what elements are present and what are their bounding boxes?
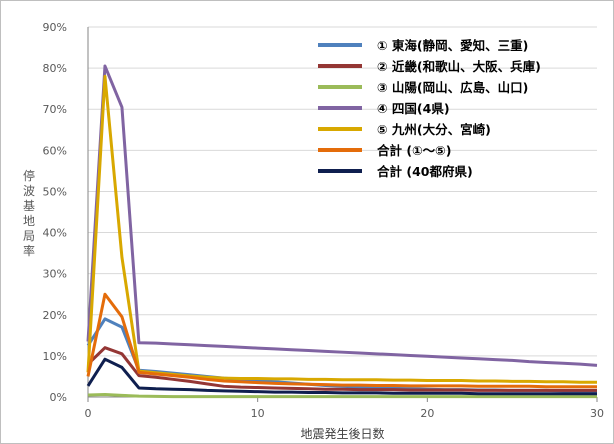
x-tick-label: 30 — [590, 407, 604, 420]
series-lines — [86, 64, 598, 399]
legend-label: ③ 山陽(岡山、広島、山口) — [377, 80, 528, 95]
legend-label: 合計 (①～⑤) — [377, 143, 451, 158]
series-line — [86, 346, 597, 392]
x-tick-label: 20 — [420, 407, 434, 420]
y-tick-label: 10% — [43, 350, 67, 363]
y-axis-label-char: 基 — [23, 199, 35, 213]
y-axis-label-char: 地 — [23, 214, 35, 228]
x-axis-ticks: 0 10 20 30 — [85, 397, 604, 420]
x-tick-label: 10 — [251, 407, 265, 420]
legend-label: ① 東海(静岡、愛知、三重) — [377, 38, 528, 53]
x-tick-label: 0 — [85, 407, 92, 420]
y-axis-label-char: 率 — [23, 243, 35, 258]
series-line — [87, 393, 597, 399]
y-tick-label: 20% — [43, 309, 67, 322]
y-axis-label-char: 停 — [23, 168, 35, 183]
y-tick-label: 90% — [43, 21, 67, 34]
series-line — [86, 292, 597, 389]
y-tick-label: 70% — [43, 103, 67, 116]
y-tick-label: 60% — [43, 144, 67, 157]
y-axis-label: 停波基地局率 — [23, 168, 35, 258]
series-line — [86, 357, 597, 396]
legend: ① 東海(静岡、愛知、三重) ② 近畿(和歌山、大阪、兵庫) ③ 山陽(岡山、広島、… — [318, 38, 541, 179]
legend-label: 合計 (40都府県) — [377, 164, 473, 179]
y-tick-label: 40% — [43, 227, 67, 240]
y-axis-label-char: 波 — [23, 184, 35, 198]
y-tick-label: 50% — [43, 185, 67, 198]
legend-label: ⑤ 九州(大分、宮崎) — [377, 122, 491, 137]
y-tick-label: 30% — [43, 268, 67, 281]
x-axis-label: 地震発生後日数 — [300, 426, 384, 441]
legend-label: ④ 四国(4県) — [377, 101, 450, 116]
y-tick-label: 0% — [50, 391, 67, 404]
y-axis-label-char: 局 — [23, 229, 35, 243]
series-line — [86, 64, 598, 367]
y-axis-ticks: 0% 10% 20% 30% 40% 50% 60% 70% 80% 90% — [43, 21, 67, 404]
legend-label: ② 近畿(和歌山、大阪、兵庫) — [377, 59, 541, 74]
grid-lines — [88, 26, 597, 357]
y-tick-label: 80% — [43, 62, 67, 75]
series-line — [86, 74, 597, 384]
